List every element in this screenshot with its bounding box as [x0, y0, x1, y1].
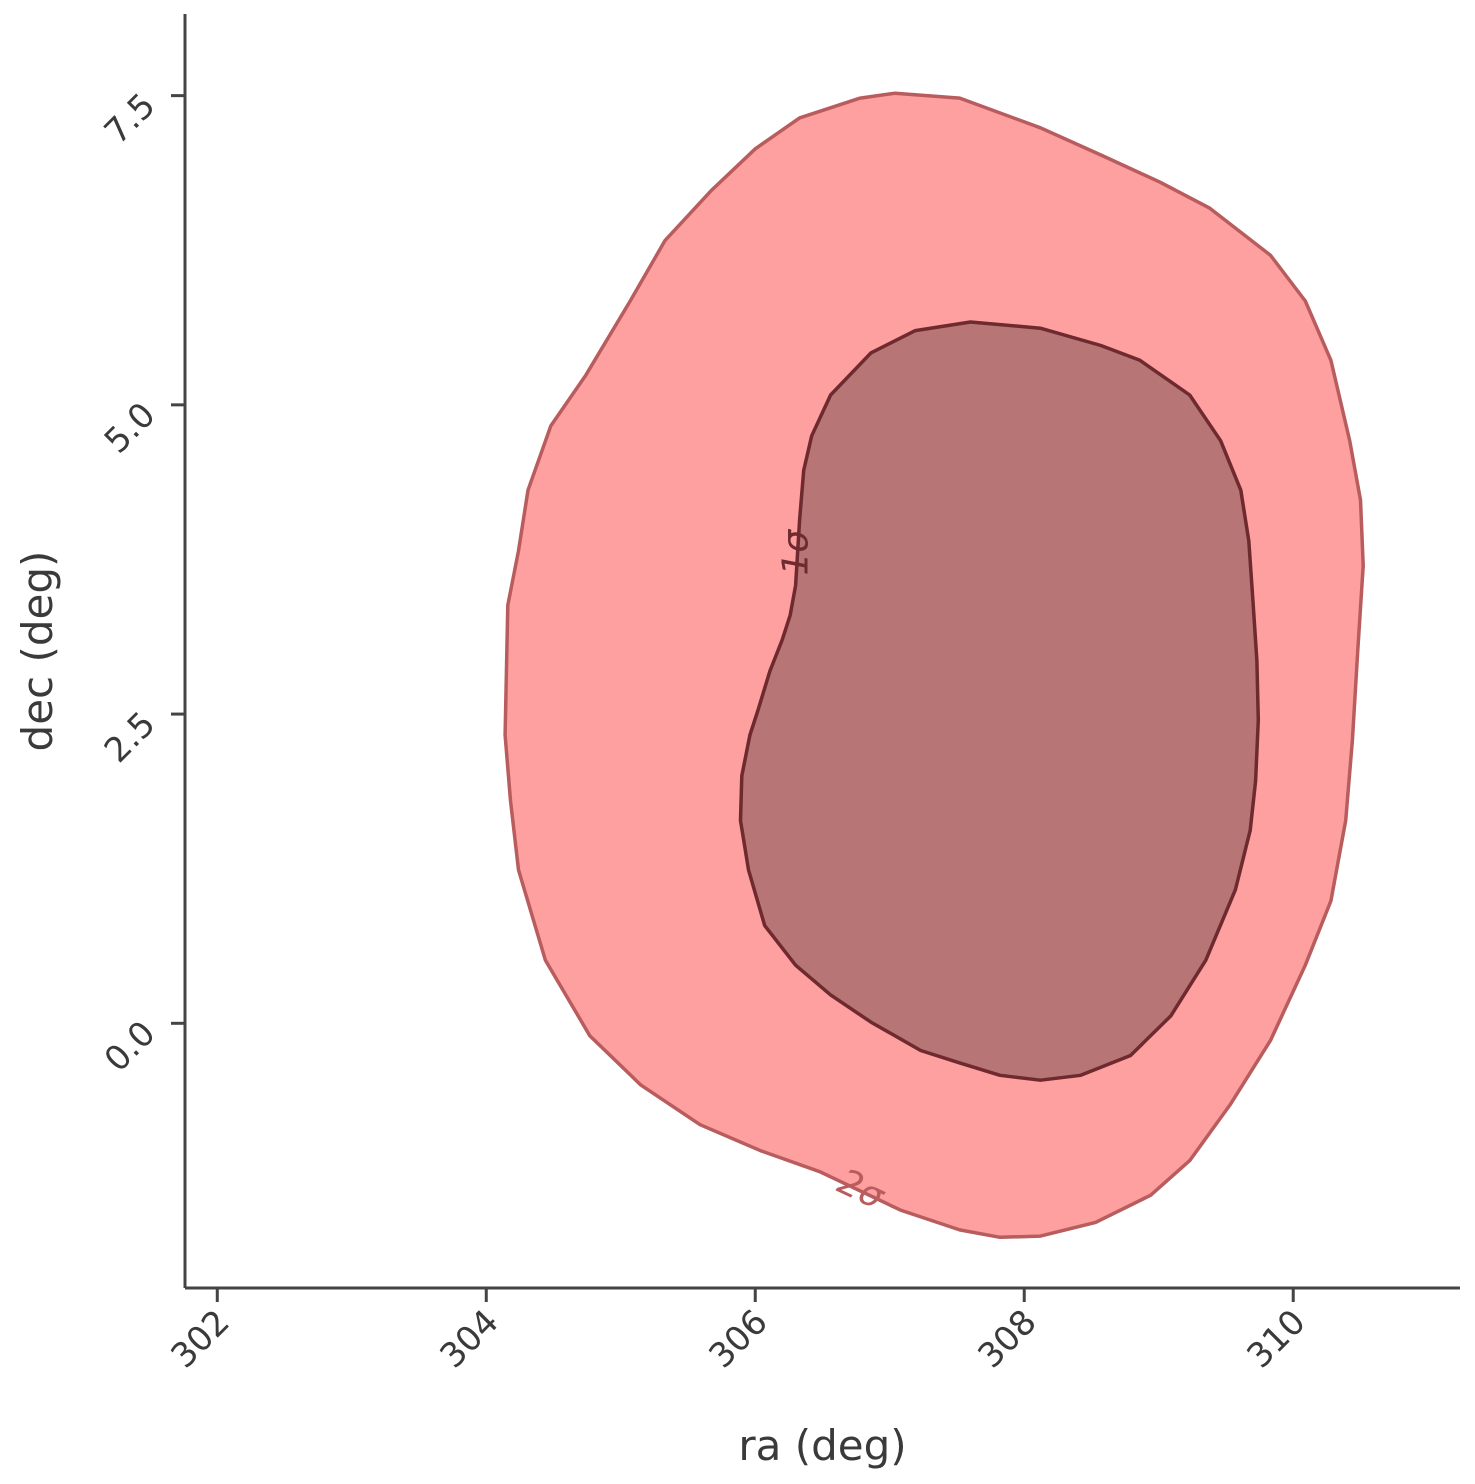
y-axis-label: dec (deg) — [13, 551, 62, 752]
y-tick-label: 0.0 — [97, 1013, 164, 1080]
x-tick-label: 304 — [432, 1302, 506, 1376]
contour-label: 1σ — [776, 529, 817, 576]
y-tick-label: 2.5 — [97, 704, 164, 771]
x-tick-label: 302 — [163, 1302, 237, 1376]
contour-region — [738, 320, 1261, 1082]
x-axis-label: ra (deg) — [738, 1421, 906, 1470]
x-tick-label: 308 — [970, 1302, 1044, 1376]
y-tick-label: 7.5 — [97, 86, 164, 153]
x-tick-label: 306 — [701, 1302, 775, 1376]
y-tick-label: 5.0 — [97, 395, 164, 462]
x-tick-label: 310 — [1239, 1302, 1313, 1376]
